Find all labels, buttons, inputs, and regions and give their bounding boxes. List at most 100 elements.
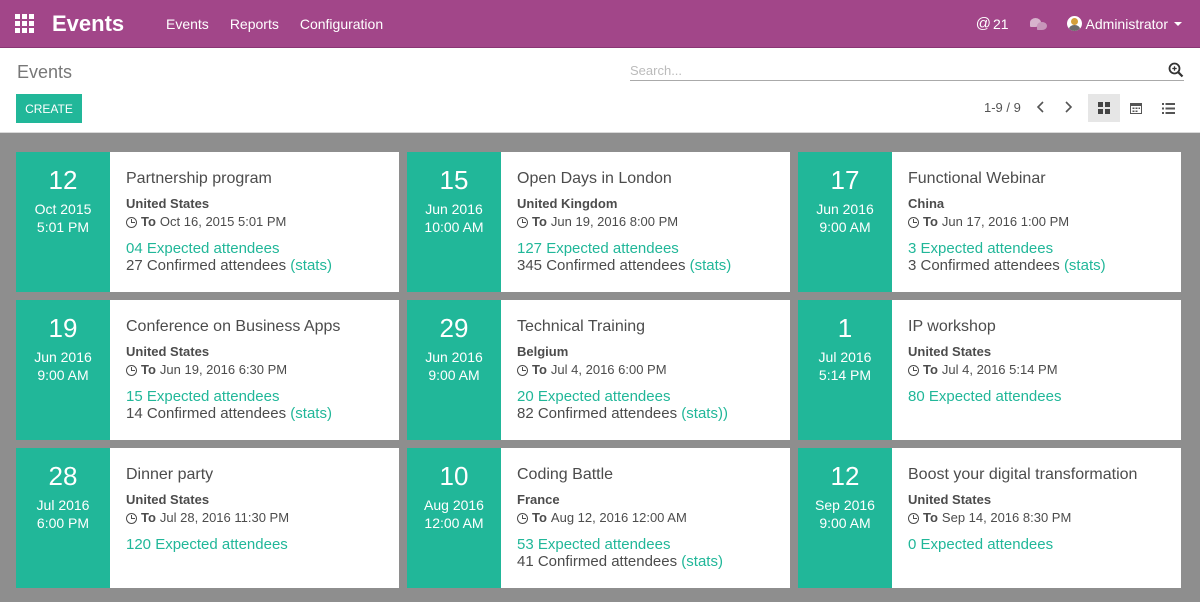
event-end-date: To Aug 12, 2016 12:00 AM: [517, 510, 790, 526]
stats-link[interactable]: (stats): [290, 257, 332, 274]
event-country: Belgium: [517, 344, 569, 359]
confirmed-attendees: 14 Confirmed attendees (stats): [126, 405, 399, 422]
calendar-view-button[interactable]: [1120, 94, 1152, 122]
app-brand[interactable]: Events: [52, 10, 125, 36]
event-card[interactable]: 1 Jul 2016 5:14 PM IP workshop United St…: [798, 300, 1181, 440]
create-button[interactable]: CREATE: [16, 94, 82, 123]
event-date-block: 12 Oct 2015 5:01 PM: [16, 152, 110, 292]
stats-link[interactable]: (stats): [290, 405, 332, 422]
event-end-date: To Oct 16, 2015 5:01 PM: [126, 214, 399, 230]
list-view-button[interactable]: [1152, 94, 1184, 122]
event-card[interactable]: 17 Jun 2016 9:00 AM Functional Webinar C…: [798, 152, 1181, 292]
view-switcher: [1088, 94, 1184, 122]
event-card[interactable]: 15 Jun 2016 10:00 AM Open Days in London…: [407, 152, 790, 292]
event-info: Functional Webinar China To Jun 17, 2016…: [892, 152, 1181, 292]
event-day: 12: [48, 165, 78, 195]
expected-attendees[interactable]: 80 Expected attendees: [908, 388, 1062, 405]
event-card[interactable]: 10 Aug 2016 12:00 AM Coding Battle Franc…: [407, 448, 790, 588]
top-navbar: Events Events Reports Configuration @ 21…: [0, 0, 1200, 48]
event-info: Partnership program United States To Oct…: [110, 152, 399, 292]
expected-attendees[interactable]: 120 Expected attendees: [126, 536, 288, 553]
stats-link[interactable]: (stats): [1063, 257, 1106, 274]
mentions-button[interactable]: @ 21: [976, 15, 1009, 32]
event-day: 19: [48, 313, 78, 343]
event-start-time: 9:00 AM: [819, 515, 871, 531]
search-input[interactable]: [630, 60, 1150, 80]
event-start-time: 5:14 PM: [818, 367, 872, 383]
event-end-date: To Jun 19, 2016 6:30 PM: [126, 362, 399, 378]
chevron-left-icon[interactable]: [1034, 100, 1048, 114]
event-day: 10: [439, 461, 469, 491]
to-label: To: [923, 362, 938, 377]
expected-attendees[interactable]: 04 Expected attendees: [126, 240, 280, 257]
expected-attendees[interactable]: 15 Expected attendees: [126, 388, 280, 405]
event-month-year: Jun 2016: [425, 201, 483, 217]
event-date-block: 17 Jun 2016 9:00 AM: [798, 152, 892, 292]
event-name: Conference on Business Apps: [126, 318, 341, 335]
expected-attendees[interactable]: 20 Expected attendees: [517, 388, 671, 405]
confirmed-attendees: 3 Confirmed attendees (stats): [908, 257, 1181, 274]
event-card[interactable]: 12 Oct 2015 5:01 PM Partnership program …: [16, 152, 399, 292]
end-date-value: Jul 4, 2016 6:00 PM: [550, 362, 667, 377]
event-date-block: 28 Jul 2016 6:00 PM: [16, 448, 110, 588]
expected-attendees[interactable]: 53 Expected attendees: [517, 536, 671, 553]
to-label: To: [141, 362, 156, 377]
event-date-block: 12 Sep 2016 9:00 AM: [798, 448, 892, 588]
event-end-date: To Jun 19, 2016 8:00 PM: [517, 214, 790, 230]
apps-menu-icon[interactable]: [0, 0, 48, 48]
event-name: Coding Battle: [517, 466, 614, 483]
kanban-view-button[interactable]: [1088, 94, 1120, 122]
event-date-block: 10 Aug 2016 12:00 AM: [407, 448, 501, 588]
user-menu[interactable]: Administrator: [1066, 16, 1182, 32]
event-end-date: To Jul 28, 2016 11:30 PM: [126, 510, 399, 526]
stats-link[interactable]: (stats)): [681, 405, 728, 422]
event-day: 15: [439, 165, 469, 195]
expected-attendees[interactable]: 0 Expected attendees: [908, 536, 1054, 553]
expected-attendees[interactable]: 3 Expected attendees: [908, 240, 1054, 257]
confirmed-attendees-text: 82 Confirmed attendees: [517, 405, 682, 422]
clock-icon: [126, 364, 137, 376]
menu-item-reports[interactable]: Reports: [229, 15, 279, 32]
event-day: 28: [48, 461, 78, 491]
event-card[interactable]: 29 Jun 2016 9:00 AM Technical Training B…: [407, 300, 790, 440]
event-name: Open Days in London: [517, 170, 672, 187]
event-start-time: 10:00 AM: [424, 219, 484, 235]
confirmed-attendees-text: 27 Confirmed attendees: [126, 257, 291, 274]
confirmed-attendees-text: 3 Confirmed attendees: [908, 257, 1064, 274]
caret-down-icon: [1174, 21, 1182, 26]
confirmed-attendees-text: 14 Confirmed attendees: [126, 405, 291, 422]
event-month-year: Jul 2016: [818, 349, 872, 365]
stats-link[interactable]: (stats): [689, 257, 732, 274]
end-date-value: Jun 19, 2016 6:30 PM: [159, 362, 288, 377]
to-label: To: [532, 510, 547, 525]
event-info: Open Days in London United Kingdom To Ju…: [501, 152, 790, 292]
chevron-right-icon[interactable]: [1061, 100, 1075, 114]
event-day: 17: [830, 165, 860, 195]
stats-link[interactable]: (stats): [681, 553, 723, 570]
search-bar: [630, 60, 1184, 81]
event-name: Dinner party: [126, 466, 214, 483]
event-country: United States: [126, 344, 210, 359]
kanban-view: 12 Oct 2015 5:01 PM Partnership program …: [16, 152, 1181, 588]
clock-icon: [126, 512, 137, 524]
event-month-year: Aug 2016: [424, 497, 484, 513]
end-date-value: Jul 28, 2016 11:30 PM: [159, 510, 290, 525]
event-date-block: 1 Jul 2016 5:14 PM: [798, 300, 892, 440]
kanban-grid-icon: [1098, 102, 1110, 114]
event-card[interactable]: 19 Jun 2016 9:00 AM Conference on Busine…: [16, 300, 399, 440]
event-month-year: Sep 2016: [815, 497, 875, 513]
menu-item-configuration[interactable]: Configuration: [299, 15, 384, 32]
event-end-date: To Jul 4, 2016 5:14 PM: [908, 362, 1181, 378]
expected-attendees[interactable]: 127 Expected attendees: [517, 240, 679, 257]
clock-icon: [908, 216, 919, 228]
event-card[interactable]: 28 Jul 2016 6:00 PM Dinner party United …: [16, 448, 399, 588]
event-card[interactable]: 12 Sep 2016 9:00 AM Boost your digital t…: [798, 448, 1181, 588]
menu-item-events[interactable]: Events: [166, 15, 209, 32]
event-country: China: [908, 196, 945, 211]
avatar: [1066, 16, 1082, 31]
confirmed-attendees: 41 Confirmed attendees (stats): [517, 553, 790, 570]
to-label: To: [923, 510, 938, 525]
search-icon[interactable]: [1168, 62, 1184, 78]
chat-bubbles-icon[interactable]: [1029, 16, 1051, 32]
event-info: Technical Training Belgium To Jul 4, 201…: [501, 300, 790, 440]
